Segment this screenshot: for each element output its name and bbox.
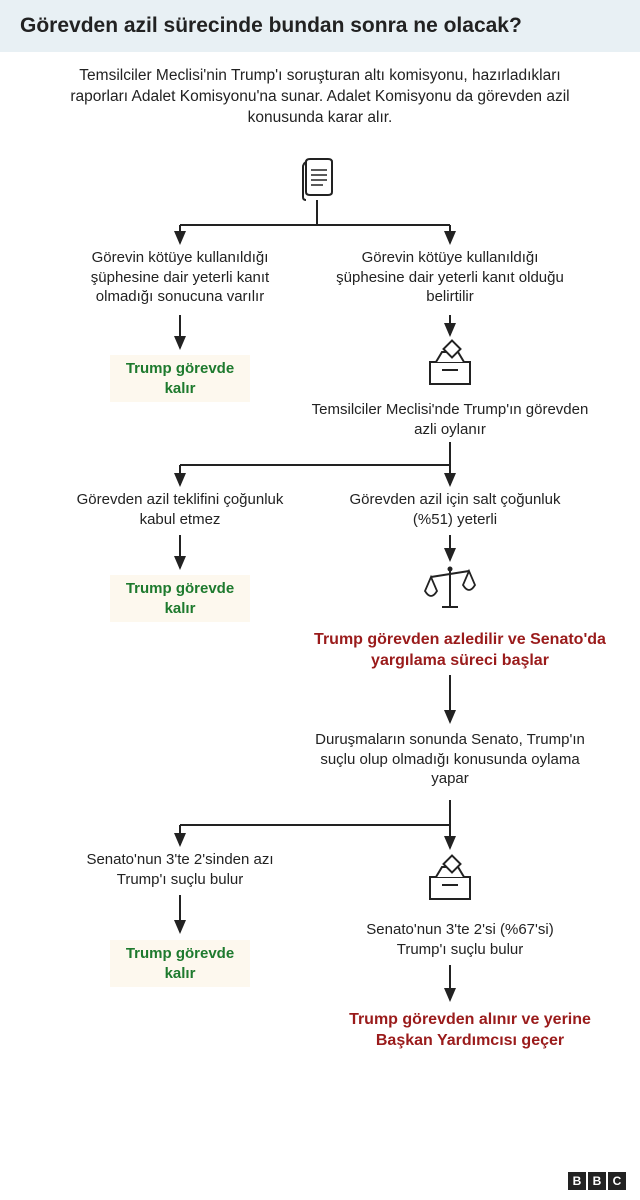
logo-letter: C [608, 1172, 626, 1190]
outcome-stays-1: Trump görevde kalır [110, 355, 250, 402]
outcome-removed: Trump görevden alınır ve yerine Başkan Y… [345, 1010, 595, 1052]
scales-icon [425, 567, 475, 608]
outcome-green-text: Trump görevde kalır [110, 355, 250, 402]
branch3-left: Senato'nun 3'te 2'sinden azı Trump'ı suç… [70, 850, 290, 889]
branch2-left: Görevden azil teklifini çoğunluk kabul e… [70, 490, 290, 529]
title: Görevden azil sürecinde bundan sonra ne … [0, 0, 640, 52]
outcome-green-text: Trump görevde kalır [110, 575, 250, 622]
logo-letter: B [568, 1172, 586, 1190]
intro-text: Temsilciler Meclisi'nin Trump'ı soruştur… [0, 52, 640, 137]
branch1-right: Görevin kötüye kullanıldığı şüphesine da… [330, 248, 570, 307]
branch2-right: Görevden azil için salt çoğunluk (%51) y… [340, 490, 570, 529]
flowchart-container: Görevden azil sürecinde bundan sonra ne … [0, 0, 640, 1200]
outcome-green-text: Trump görevde kalır [110, 940, 250, 987]
outcome-stays-3: Trump görevde kalır [110, 940, 250, 987]
branch3-right: Senato'nun 3'te 2'si (%67'si) Trump'ı su… [340, 920, 580, 959]
vote-house: Temsilciler Meclisi'nde Trump'ın görevde… [310, 400, 590, 439]
ballot-box-icon [430, 856, 470, 899]
branch1-left: Görevin kötüye kullanıldığı şüphesine da… [60, 248, 300, 307]
ballot-box-icon [430, 341, 470, 384]
bbc-logo: B B C [568, 1172, 626, 1190]
outcome-stays-2: Trump görevde kalır [110, 575, 250, 622]
outcome-impeached: Trump görevden azledilir ve Senato'da ya… [300, 630, 620, 672]
logo-letter: B [588, 1172, 606, 1190]
senate-vote: Duruşmaların sonunda Senato, Trump'ın su… [300, 730, 600, 789]
document-icon [303, 159, 332, 200]
